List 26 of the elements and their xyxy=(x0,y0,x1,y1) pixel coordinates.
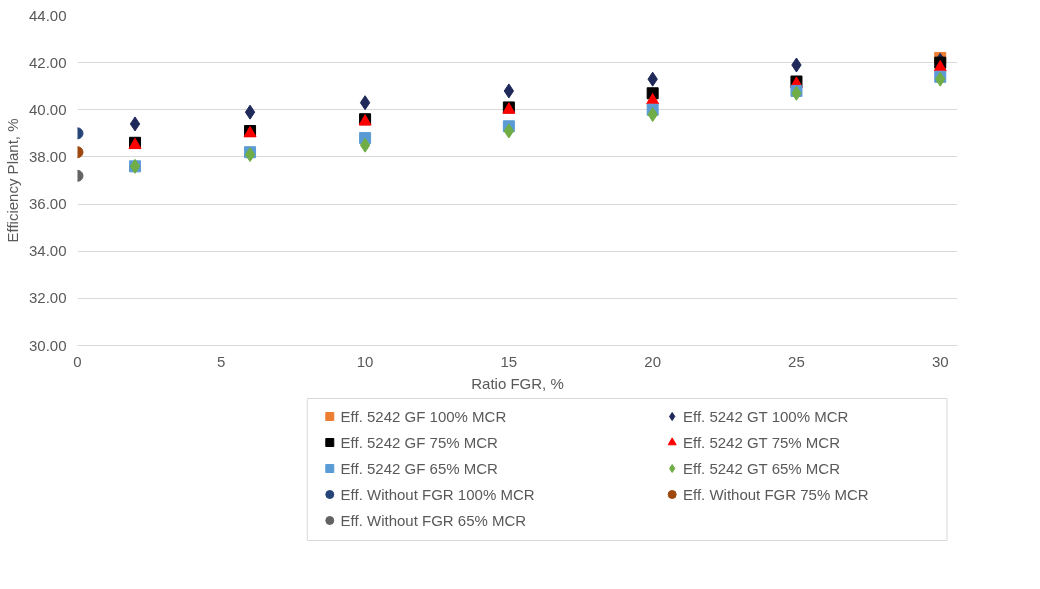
y-tick-label: 42.00 xyxy=(28,53,67,71)
y-tick-label: 38.00 xyxy=(28,147,67,165)
y-tick-label: 30.00 xyxy=(28,336,67,354)
legend-label: Eff. 5242 GF 75% MCR xyxy=(340,434,499,451)
y-axis-title: Efficiency Plant, % xyxy=(3,118,21,243)
legend-label: Eff. 5242 GT 65% MCR xyxy=(682,460,841,477)
x-tick-label: 5 xyxy=(217,352,226,370)
legend-label: Eff. 5242 GT 100% MCR xyxy=(682,408,849,425)
legend-label: Eff. 5242 GF 65% MCR xyxy=(340,460,499,477)
x-tick-label: 25 xyxy=(788,352,805,370)
legend-label: Eff. Without FGR 75% MCR xyxy=(682,486,869,503)
x-tick-label: 10 xyxy=(356,352,374,370)
legend-label: Eff. Without FGR 65% MCR xyxy=(340,512,527,529)
y-tick-label: 40.00 xyxy=(28,100,67,118)
x-tick-label: 30 xyxy=(931,352,949,370)
y-tick-label: 36.00 xyxy=(28,195,67,213)
x-axis-title: Ratio FGR, % xyxy=(471,374,564,392)
legend-label: Eff. 5242 GF 100% MCR xyxy=(340,408,507,425)
legend-label: Eff. Without FGR 100% MCR xyxy=(340,486,535,503)
y-tick-label: 44.00 xyxy=(28,6,67,24)
x-tick-label: 20 xyxy=(644,352,662,370)
y-tick-label: 32.00 xyxy=(28,289,67,307)
x-tick-label: 15 xyxy=(500,352,518,370)
x-tick-label: 0 xyxy=(73,352,82,370)
legend-label: Eff. 5242 GT 75% MCR xyxy=(682,434,841,451)
y-tick-label: 34.00 xyxy=(28,242,67,260)
